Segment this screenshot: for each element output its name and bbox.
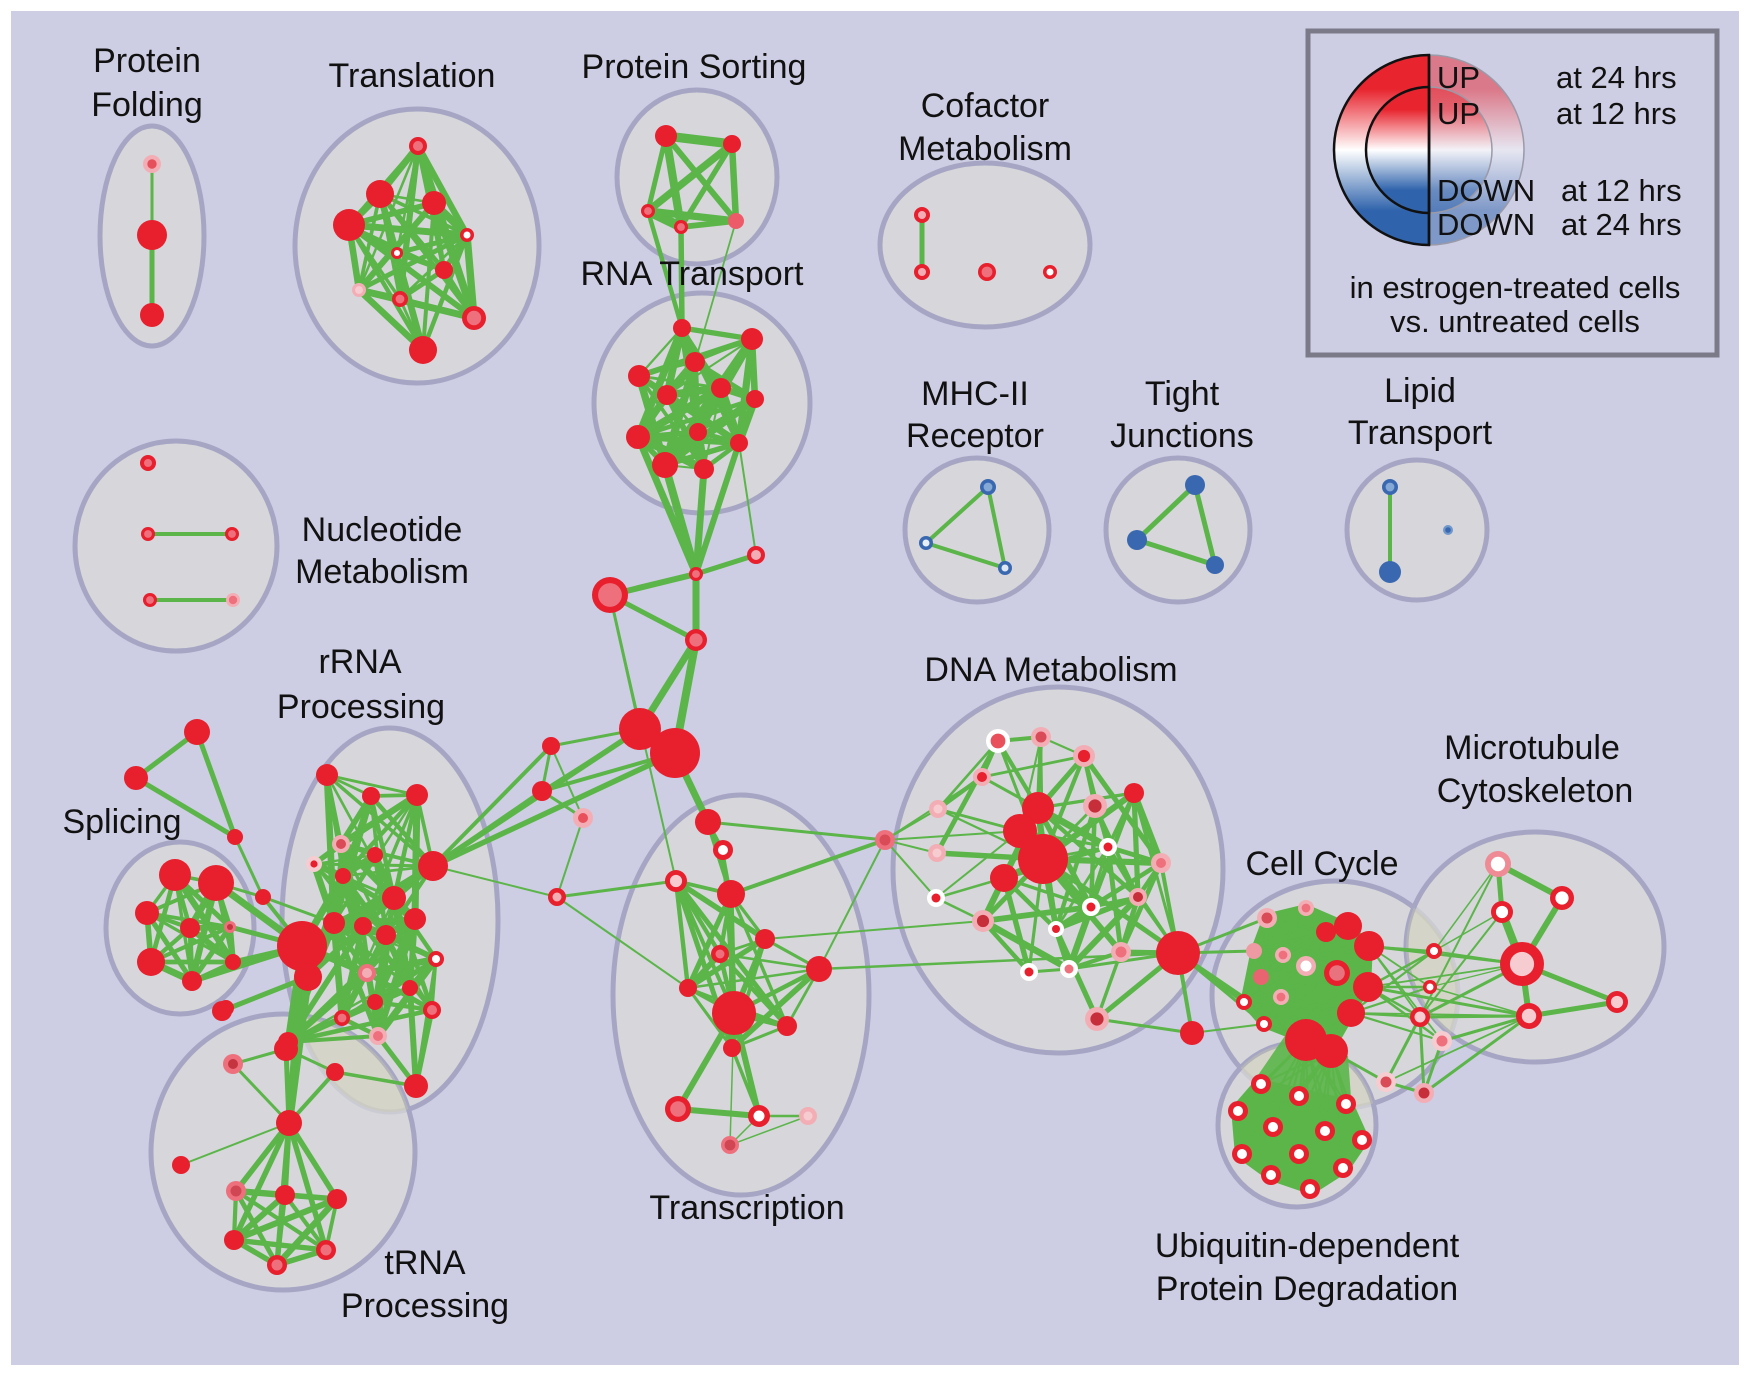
svg-text:Transcription: Transcription: [649, 1189, 844, 1227]
svg-text:Protein: Protein: [93, 42, 201, 80]
svg-text:Tight: Tight: [1145, 375, 1220, 413]
svg-text:Cell Cycle: Cell Cycle: [1245, 845, 1398, 883]
svg-text:Processing: Processing: [277, 688, 445, 726]
svg-text:RNA Transport: RNA Transport: [581, 255, 805, 293]
svg-text:MHC-II: MHC-II: [921, 375, 1029, 413]
svg-text:Cytoskeleton: Cytoskeleton: [1437, 772, 1634, 810]
svg-text:Protein Sorting: Protein Sorting: [582, 48, 807, 86]
svg-text:Processing: Processing: [341, 1287, 509, 1325]
svg-text:DOWN: DOWN: [1437, 173, 1535, 208]
svg-text:Splicing: Splicing: [62, 803, 181, 841]
svg-text:DNA Metabolism: DNA Metabolism: [924, 651, 1177, 689]
svg-text:Protein Degradation: Protein Degradation: [1156, 1270, 1458, 1308]
svg-text:Cofactor: Cofactor: [921, 87, 1050, 125]
svg-text:rRNA: rRNA: [318, 643, 401, 681]
svg-text:at 12 hrs: at 12 hrs: [1561, 173, 1682, 208]
svg-text:Metabolism: Metabolism: [898, 130, 1072, 168]
svg-text:Folding: Folding: [91, 86, 203, 124]
svg-text:Metabolism: Metabolism: [295, 553, 469, 591]
svg-text:at 24 hrs: at 24 hrs: [1561, 207, 1682, 242]
svg-text:at 24 hrs: at 24 hrs: [1556, 60, 1677, 95]
svg-text:Transport: Transport: [1348, 414, 1493, 452]
svg-text:Lipid: Lipid: [1384, 372, 1456, 410]
svg-text:Junctions: Junctions: [1110, 417, 1254, 455]
svg-text:vs. untreated cells: vs. untreated cells: [1390, 304, 1640, 339]
svg-text:tRNA: tRNA: [384, 1244, 466, 1282]
svg-text:at 12 hrs: at 12 hrs: [1556, 96, 1677, 131]
svg-text:Ubiquitin-dependent: Ubiquitin-dependent: [1155, 1227, 1460, 1265]
svg-text:Translation: Translation: [329, 57, 496, 95]
svg-text:DOWN: DOWN: [1437, 207, 1535, 242]
svg-text:Receptor: Receptor: [906, 417, 1044, 455]
svg-text:UP: UP: [1437, 60, 1480, 95]
svg-text:Nucleotide: Nucleotide: [302, 511, 463, 549]
svg-text:in estrogen-treated cells: in estrogen-treated cells: [1350, 270, 1681, 305]
svg-text:UP: UP: [1437, 96, 1480, 131]
svg-text:Microtubule: Microtubule: [1444, 729, 1620, 767]
